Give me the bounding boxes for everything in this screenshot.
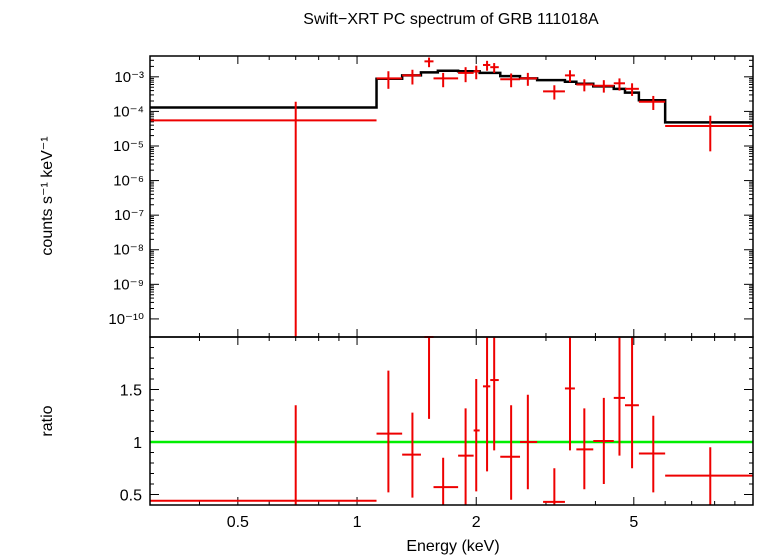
- spectrum-y-axis-label: counts s⁻¹ keV⁻¹: [39, 136, 56, 255]
- ratio-data-point: [500, 405, 521, 500]
- ratio-data-point: [473, 379, 480, 492]
- ratio-data-point: [543, 468, 565, 505]
- spectrum-data-point: [520, 72, 538, 86]
- y-tick-label: 1.5: [120, 383, 142, 400]
- spectrum-data-point: [482, 60, 491, 71]
- spectrum-data-point: [500, 73, 521, 88]
- spectrum-data-point: [490, 63, 499, 73]
- y-tick-label: 10⁻⁵: [113, 138, 144, 155]
- ratio-data-point: [638, 415, 666, 493]
- y-tick-label: 10⁻⁶: [113, 173, 144, 190]
- spectrum-data-point: [665, 115, 753, 152]
- x-tick-label: 5: [629, 514, 638, 531]
- spectrum-data-point: [458, 67, 474, 83]
- ratio-data-point: [665, 447, 753, 505]
- ratio-frame: [149, 336, 754, 506]
- spectrum-data-point: [593, 80, 614, 93]
- y-tick-label: 10⁻⁹: [113, 276, 144, 293]
- spectrum-data-point: [473, 65, 480, 80]
- spectrum-data-point: [638, 95, 666, 110]
- y-tick-label: 10⁻⁸: [113, 242, 144, 259]
- ratio-data-point: [150, 405, 377, 505]
- ratio-panel: 0.5 1 2 5 0.5 1 1.5: [120, 336, 754, 531]
- spectrum-data-point: [433, 72, 459, 88]
- ratio-y-axis-label: ratio: [39, 405, 56, 436]
- spectrum-panel: 10⁻¹⁰ 10⁻⁹ 10⁻⁸ 10⁻⁷ 10⁻⁶ 10⁻⁵ 10⁻⁴ 10⁻³: [108, 55, 754, 338]
- ratio-data-point: [433, 457, 459, 505]
- spectrum-frame: [149, 55, 754, 338]
- spectrum-data-point: [543, 85, 565, 100]
- ratio-data-point: [482, 337, 491, 472]
- y-tick-label: 0.5: [120, 488, 142, 505]
- spectrum-data-point: [624, 83, 639, 96]
- spectrum-data-point: [564, 70, 575, 83]
- ratio-data-point: [402, 412, 421, 498]
- spectrum-data-point: [613, 78, 625, 91]
- y-tick-label: 10⁻³: [114, 69, 144, 86]
- ratio-data-point: [424, 336, 434, 419]
- ratio-data-point: [576, 408, 594, 490]
- ratio-data-point: [613, 337, 625, 456]
- x-axis-label: Energy (keV): [406, 538, 499, 555]
- ratio-data-point: [458, 408, 474, 505]
- spectrum-data-point: [402, 69, 421, 85]
- ratio-data-point: [593, 397, 614, 484]
- ratio-data-point: [376, 370, 403, 493]
- x-tick-label: 2: [472, 514, 481, 531]
- ratio-data-point: [624, 337, 639, 469]
- spectrum-data-point: [424, 57, 434, 68]
- chart-title: Swift−XRT PC spectrum of GRB 111018A: [303, 11, 599, 28]
- spectrum-data-point: [576, 79, 594, 92]
- y-tick-label: 10⁻¹⁰: [108, 311, 144, 328]
- ratio-data-point: [564, 337, 575, 451]
- x-tick-label: 1: [353, 514, 362, 531]
- spectrum-data-point: [376, 71, 403, 89]
- ratio-data-point: [490, 337, 499, 451]
- x-tick-label: 0.5: [227, 514, 249, 531]
- y-tick-label: 1: [133, 435, 142, 452]
- y-tick-label: 10⁻⁷: [114, 207, 144, 224]
- spectrum-data-point: [150, 101, 377, 337]
- ratio-data-point: [520, 394, 538, 490]
- y-tick-label: 10⁻⁴: [113, 103, 144, 120]
